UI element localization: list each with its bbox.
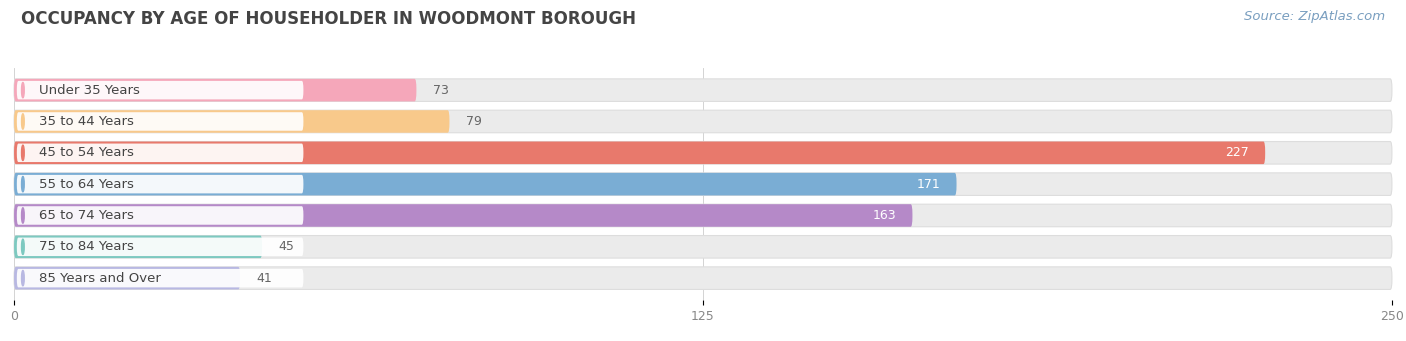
Circle shape — [21, 208, 24, 223]
Text: OCCUPANCY BY AGE OF HOUSEHOLDER IN WOODMONT BOROUGH: OCCUPANCY BY AGE OF HOUSEHOLDER IN WOODM… — [21, 10, 636, 28]
Text: 35 to 44 Years: 35 to 44 Years — [39, 115, 134, 128]
FancyBboxPatch shape — [14, 236, 1392, 258]
Text: 171: 171 — [917, 178, 941, 191]
Text: 41: 41 — [256, 272, 273, 285]
FancyBboxPatch shape — [17, 81, 304, 99]
Text: 73: 73 — [433, 84, 449, 97]
Text: 227: 227 — [1225, 146, 1249, 159]
Circle shape — [21, 270, 24, 286]
FancyBboxPatch shape — [14, 236, 262, 258]
Text: 85 Years and Over: 85 Years and Over — [39, 272, 160, 285]
Circle shape — [21, 239, 24, 254]
Circle shape — [21, 114, 24, 129]
FancyBboxPatch shape — [14, 173, 1392, 195]
FancyBboxPatch shape — [14, 142, 1392, 164]
FancyBboxPatch shape — [17, 238, 304, 256]
FancyBboxPatch shape — [17, 112, 304, 131]
Text: 55 to 64 Years: 55 to 64 Years — [39, 178, 134, 191]
FancyBboxPatch shape — [17, 144, 304, 162]
FancyBboxPatch shape — [17, 269, 304, 287]
Text: 45 to 54 Years: 45 to 54 Years — [39, 146, 134, 159]
Text: 79: 79 — [465, 115, 482, 128]
FancyBboxPatch shape — [17, 175, 304, 193]
Text: 45: 45 — [278, 240, 294, 253]
FancyBboxPatch shape — [17, 206, 304, 225]
FancyBboxPatch shape — [14, 204, 912, 227]
Circle shape — [21, 83, 24, 98]
Text: 65 to 74 Years: 65 to 74 Years — [39, 209, 134, 222]
FancyBboxPatch shape — [14, 79, 1392, 101]
Text: 163: 163 — [872, 209, 896, 222]
FancyBboxPatch shape — [14, 142, 1265, 164]
Circle shape — [21, 145, 24, 161]
Text: Source: ZipAtlas.com: Source: ZipAtlas.com — [1244, 10, 1385, 23]
FancyBboxPatch shape — [14, 110, 1392, 133]
FancyBboxPatch shape — [14, 110, 450, 133]
Circle shape — [21, 177, 24, 192]
Text: 75 to 84 Years: 75 to 84 Years — [39, 240, 134, 253]
FancyBboxPatch shape — [14, 267, 240, 290]
Text: Under 35 Years: Under 35 Years — [39, 84, 139, 97]
FancyBboxPatch shape — [14, 79, 416, 101]
FancyBboxPatch shape — [14, 204, 1392, 227]
FancyBboxPatch shape — [14, 267, 1392, 290]
FancyBboxPatch shape — [14, 173, 956, 195]
